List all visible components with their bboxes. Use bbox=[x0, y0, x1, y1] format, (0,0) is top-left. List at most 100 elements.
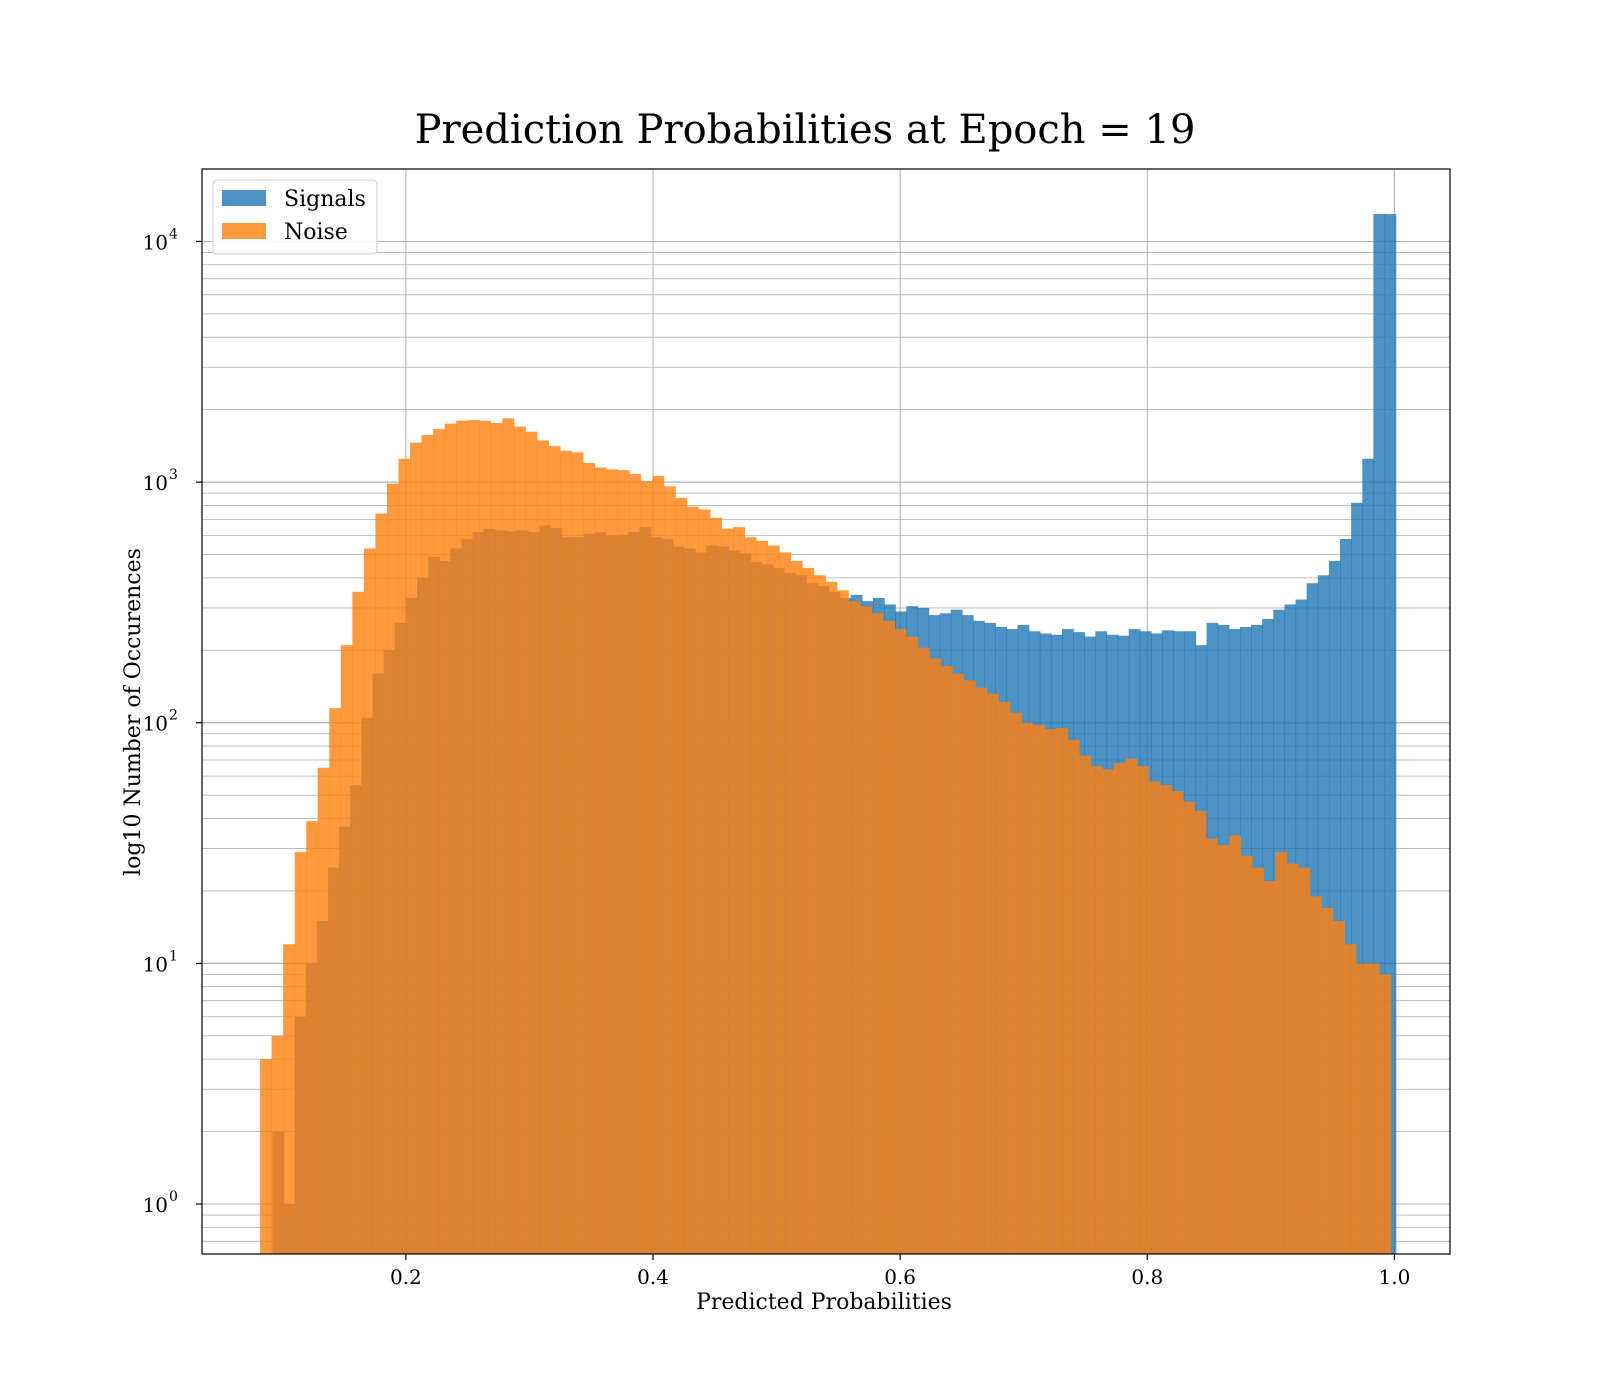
signals-bar bbox=[1328, 561, 1341, 1254]
plot-frame bbox=[201, 168, 1451, 1255]
noise-bar bbox=[1333, 921, 1345, 1254]
y-tick-label: 10 bbox=[143, 712, 168, 736]
noise-bar bbox=[271, 1035, 284, 1254]
noise-bar bbox=[433, 429, 446, 1255]
noise-bar bbox=[294, 852, 307, 1254]
noise-bar bbox=[490, 423, 503, 1254]
noise-bar bbox=[640, 481, 653, 1254]
noise-bar bbox=[398, 458, 411, 1254]
x-tick-label: 1.0 bbox=[1378, 1265, 1410, 1289]
noise-bar bbox=[306, 821, 319, 1254]
noise-bar bbox=[283, 944, 296, 1254]
noise-bar bbox=[1079, 755, 1092, 1254]
noise-bars bbox=[260, 418, 1392, 1255]
noise-bar bbox=[998, 701, 1011, 1254]
noise-bar bbox=[1217, 845, 1230, 1254]
noise-bar bbox=[467, 420, 480, 1254]
noise-bar bbox=[986, 693, 999, 1254]
noise-bar bbox=[675, 497, 688, 1254]
noise-bar bbox=[1090, 766, 1103, 1254]
noise-bar bbox=[1021, 722, 1034, 1254]
noise-bar bbox=[698, 509, 711, 1254]
noise-bar bbox=[1206, 838, 1219, 1254]
noise-bar bbox=[686, 506, 699, 1254]
noise-bar bbox=[1171, 791, 1184, 1254]
noise-bar bbox=[1183, 801, 1195, 1254]
noise-bar bbox=[456, 420, 469, 1254]
noise-bar bbox=[836, 590, 849, 1254]
noise-bar bbox=[1309, 896, 1322, 1254]
noise-bar bbox=[848, 601, 861, 1254]
noise-bar bbox=[1125, 758, 1138, 1254]
signals-bar bbox=[1373, 214, 1386, 1255]
noise-bar bbox=[790, 561, 803, 1254]
y-tick-label: 10 bbox=[143, 1193, 168, 1217]
legend: Signals Noise bbox=[212, 179, 378, 255]
y-tick-label: 10 bbox=[143, 230, 168, 254]
noise-bar bbox=[617, 470, 630, 1254]
noise-bar bbox=[1102, 769, 1115, 1254]
noise-bar bbox=[1033, 724, 1045, 1254]
noise-bar bbox=[410, 442, 422, 1254]
noise-bar bbox=[386, 483, 399, 1254]
noise-bar bbox=[756, 540, 769, 1254]
noise-bar bbox=[1136, 766, 1149, 1254]
noise-bar bbox=[767, 545, 780, 1254]
noise-bar bbox=[1056, 728, 1069, 1254]
noise-bar bbox=[1367, 963, 1380, 1254]
noise-bar bbox=[906, 636, 919, 1254]
noise-bar bbox=[317, 767, 330, 1254]
noise-bar bbox=[1379, 974, 1392, 1254]
noise-bar bbox=[1229, 835, 1242, 1254]
noise-bar bbox=[721, 528, 734, 1254]
noise-bar bbox=[744, 537, 757, 1254]
signals-bar bbox=[1362, 458, 1375, 1254]
noise-bar bbox=[825, 581, 838, 1254]
noise-bar bbox=[779, 552, 792, 1254]
noise-bar bbox=[802, 567, 815, 1254]
noise-bar bbox=[940, 666, 953, 1254]
y-tick-exponent: 1 bbox=[169, 948, 178, 964]
x-tick-label: 0.2 bbox=[390, 1265, 422, 1289]
noise-bar bbox=[1263, 880, 1276, 1254]
y-tick-label: 10 bbox=[143, 952, 168, 976]
noise-bar bbox=[260, 1059, 273, 1254]
y-tick-exponent: 3 bbox=[169, 467, 178, 483]
noise-bar bbox=[871, 613, 884, 1254]
noise-bar bbox=[375, 513, 388, 1254]
noise-bar bbox=[502, 418, 515, 1254]
noise-bar bbox=[917, 647, 930, 1254]
noise-bar bbox=[340, 645, 353, 1254]
noise-bar bbox=[421, 434, 434, 1254]
legend-swatch-signals bbox=[222, 190, 266, 206]
noise-bar bbox=[594, 467, 607, 1255]
noise-bar bbox=[710, 517, 722, 1254]
noise-bar bbox=[963, 680, 976, 1254]
legend-label-noise: Noise bbox=[284, 220, 348, 245]
noise-bar bbox=[363, 548, 376, 1254]
noise-bar bbox=[1356, 963, 1369, 1254]
chart-title: Prediction Probabilities at Epoch = 19 bbox=[415, 107, 1196, 153]
noise-bar bbox=[813, 575, 826, 1254]
y-axis-label: log10 Number of Occurences bbox=[121, 548, 146, 876]
noise-bar bbox=[663, 486, 676, 1255]
noise-bar bbox=[606, 469, 619, 1254]
x-tick-label: 0.6 bbox=[884, 1265, 916, 1289]
noise-bar bbox=[733, 527, 746, 1254]
noise-bar bbox=[629, 474, 642, 1255]
noise-bar bbox=[1321, 907, 1334, 1254]
x-tick-label: 0.8 bbox=[1131, 1265, 1163, 1289]
noise-bar bbox=[1240, 855, 1253, 1254]
noise-bar bbox=[1148, 781, 1161, 1254]
noise-bar bbox=[652, 476, 665, 1254]
legend-swatch-noise bbox=[222, 223, 266, 239]
noise-bar bbox=[1067, 739, 1080, 1254]
noise-bar bbox=[1009, 712, 1022, 1254]
y-tick-exponent: 0 bbox=[169, 1189, 178, 1205]
noise-bar bbox=[894, 629, 907, 1254]
legend-label-signals: Signals bbox=[284, 187, 366, 212]
noise-bar bbox=[479, 420, 492, 1254]
noise-bar bbox=[859, 606, 872, 1254]
noise-bar bbox=[1252, 867, 1265, 1254]
